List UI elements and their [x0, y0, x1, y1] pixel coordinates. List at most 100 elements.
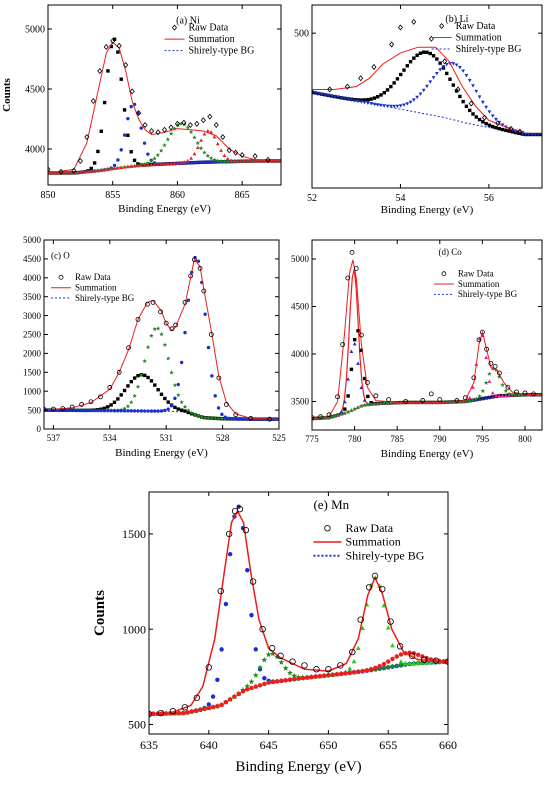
- component-point: [133, 409, 136, 412]
- raw-data-point: [169, 125, 173, 130]
- component-peak-3: [46, 121, 284, 175]
- component-point: [150, 379, 153, 382]
- legend-label: Raw Data: [458, 268, 494, 278]
- component-point: [96, 150, 99, 153]
- component-point: [455, 63, 459, 66]
- component-point: [369, 667, 373, 671]
- legend-label: Raw Data: [345, 521, 393, 535]
- component-point: [133, 159, 136, 162]
- y-tick-label: 4500: [25, 85, 45, 96]
- chart-panel-5: 635 640 645 650 655 66050010001500Binding Ene…: [92, 492, 457, 775]
- component-point: [216, 142, 220, 145]
- component-point: [301, 676, 305, 680]
- component-point: [199, 146, 204, 150]
- component-point: [343, 671, 347, 675]
- component-point: [435, 57, 438, 60]
- component-point: [140, 409, 143, 412]
- component-point: [461, 70, 465, 73]
- component-point: [356, 361, 360, 364]
- component-point: [253, 672, 259, 678]
- component-point: [386, 105, 390, 108]
- component-point: [237, 692, 241, 696]
- component-point: [169, 131, 174, 135]
- component-point: [136, 409, 139, 412]
- component-point: [422, 89, 426, 92]
- component-point: [189, 161, 192, 164]
- component-point: [126, 134, 129, 137]
- component-point: [356, 646, 361, 650]
- plot-area: [146, 504, 451, 716]
- component-point: [136, 374, 139, 377]
- raw-data-point: [350, 250, 354, 254]
- component-point: [126, 384, 129, 387]
- component-point: [254, 417, 257, 420]
- component-point: [435, 72, 439, 75]
- raw-data-point: [195, 121, 199, 126]
- component-point: [203, 132, 207, 135]
- component-point: [390, 643, 395, 647]
- component-point: [478, 95, 482, 98]
- legend-label: Shirely-type BG: [345, 548, 424, 562]
- raw-data-point: [208, 114, 212, 119]
- component-point: [211, 705, 215, 709]
- component-point: [196, 161, 199, 164]
- component-point: [215, 678, 219, 682]
- component-point: [199, 138, 203, 141]
- component-point: [76, 409, 79, 412]
- component-point: [220, 413, 223, 416]
- legend-item-2: Summation: [432, 32, 502, 43]
- component-point: [133, 376, 136, 379]
- legend-label: Raw Data: [75, 272, 111, 282]
- component-point: [412, 56, 415, 59]
- raw-data-point: [359, 333, 363, 337]
- legend-item-2: Summation: [313, 535, 400, 549]
- component-point: [386, 625, 391, 629]
- component-point: [353, 338, 356, 341]
- legend: Raw DataSummationShirely-type BG: [51, 272, 135, 303]
- component-point: [199, 161, 202, 164]
- component-point: [194, 708, 198, 712]
- raw-data-point: [98, 69, 102, 74]
- component-point: [287, 670, 293, 676]
- component-peak-4: [147, 651, 450, 717]
- x-tick-label: 52: [307, 193, 317, 204]
- x-tick-label: 780: [348, 434, 362, 444]
- component-point: [192, 135, 197, 139]
- component-point: [106, 409, 109, 412]
- component-point: [422, 51, 425, 54]
- component-point: [415, 54, 418, 57]
- x-axis-label: Binding Energy (eV): [115, 447, 208, 459]
- component-point: [123, 389, 126, 392]
- component-peak-4: [46, 129, 283, 174]
- component-point: [227, 417, 230, 420]
- y-tick-label: 500: [294, 29, 309, 40]
- component-point: [66, 409, 69, 412]
- component-point: [241, 689, 245, 693]
- component-point: [100, 130, 103, 133]
- x-tick-label: 640: [200, 738, 218, 752]
- component-point: [217, 406, 220, 409]
- background-line: [312, 395, 542, 419]
- component-point: [386, 659, 390, 663]
- raw-data-point: [514, 390, 518, 394]
- chart-panel-4: 775 780 785 790 795 8003500400045005000Bindin…: [291, 240, 544, 460]
- component-point: [183, 404, 188, 408]
- component-point: [143, 409, 146, 412]
- component-point: [167, 407, 170, 410]
- component-point: [214, 394, 217, 397]
- component-point: [130, 105, 133, 108]
- component-point: [232, 695, 236, 699]
- component-point: [109, 403, 112, 406]
- component-point: [156, 388, 159, 391]
- legend-item-1: Raw Data: [325, 521, 394, 535]
- component-point: [402, 68, 405, 71]
- y-tick-label: 1000: [23, 386, 42, 396]
- component-point: [348, 671, 352, 675]
- y-tick-label: 500: [28, 405, 42, 415]
- component-point: [207, 346, 210, 349]
- plot-area: [46, 38, 284, 175]
- component-point: [166, 137, 171, 141]
- component-point: [288, 678, 292, 682]
- component-point: [420, 654, 424, 658]
- component-point: [399, 652, 403, 656]
